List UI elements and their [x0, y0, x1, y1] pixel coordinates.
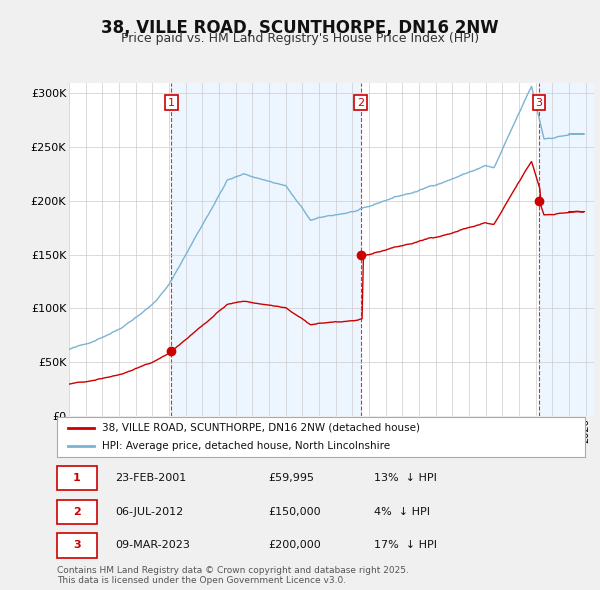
Text: £150,000: £150,000: [268, 507, 321, 517]
Text: 2: 2: [73, 507, 80, 517]
Bar: [172, 83, 361, 416]
Text: Price paid vs. HM Land Registry's House Price Index (HPI): Price paid vs. HM Land Registry's House …: [121, 32, 479, 45]
Text: 38, VILLE ROAD, SCUNTHORPE, DN16 2NW (detached house): 38, VILLE ROAD, SCUNTHORPE, DN16 2NW (de…: [102, 423, 420, 433]
Text: 2: 2: [357, 97, 364, 107]
FancyBboxPatch shape: [57, 533, 97, 558]
Text: 13%  ↓ HPI: 13% ↓ HPI: [374, 473, 437, 483]
Text: Contains HM Land Registry data © Crown copyright and database right 2025.
This d: Contains HM Land Registry data © Crown c…: [57, 566, 409, 585]
Text: 23-FEB-2001: 23-FEB-2001: [115, 473, 187, 483]
Text: 1: 1: [73, 473, 80, 483]
Text: 3: 3: [73, 540, 80, 550]
FancyBboxPatch shape: [57, 466, 97, 490]
Text: HPI: Average price, detached house, North Lincolnshire: HPI: Average price, detached house, Nort…: [102, 441, 390, 451]
Text: 06-JUL-2012: 06-JUL-2012: [115, 507, 184, 517]
Text: 38, VILLE ROAD, SCUNTHORPE, DN16 2NW: 38, VILLE ROAD, SCUNTHORPE, DN16 2NW: [101, 19, 499, 37]
Text: 1: 1: [168, 97, 175, 107]
Bar: [539, 83, 594, 416]
Text: £200,000: £200,000: [268, 540, 321, 550]
Text: 17%  ↓ HPI: 17% ↓ HPI: [374, 540, 437, 550]
Text: 4%  ↓ HPI: 4% ↓ HPI: [374, 507, 430, 517]
FancyBboxPatch shape: [57, 500, 97, 524]
Text: 3: 3: [535, 97, 542, 107]
Text: 09-MAR-2023: 09-MAR-2023: [115, 540, 190, 550]
Text: £59,995: £59,995: [268, 473, 314, 483]
